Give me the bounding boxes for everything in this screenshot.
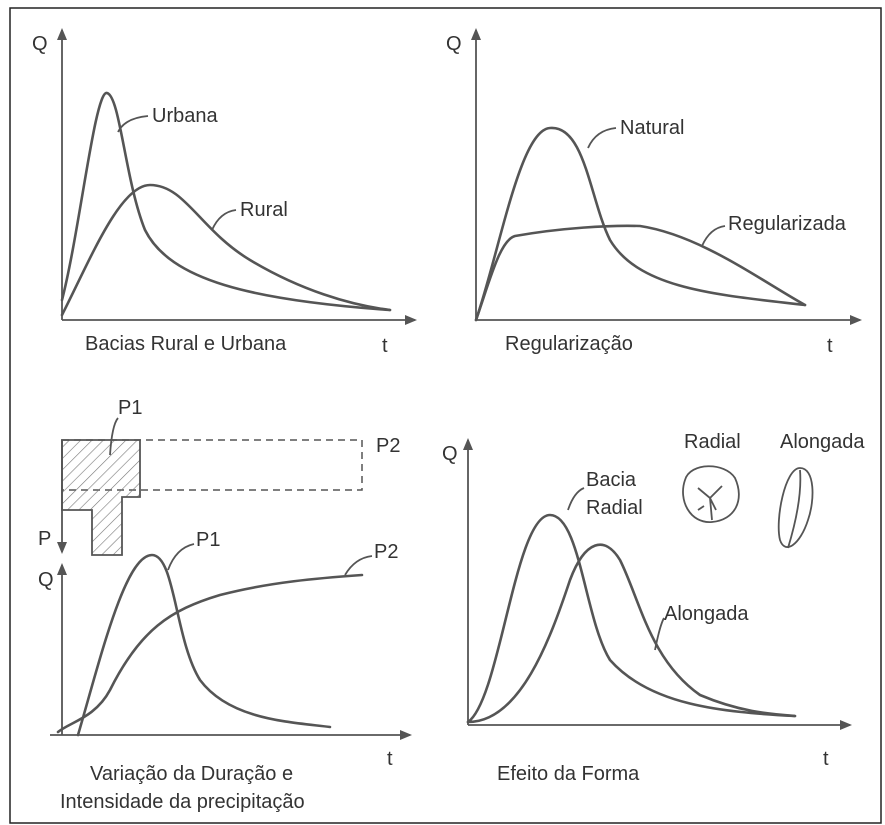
caption: Variação da Duração e xyxy=(90,763,293,785)
p-axis-label: P xyxy=(38,528,51,550)
x-axis-label: t xyxy=(823,748,829,770)
curve xyxy=(60,183,392,317)
elongated-network xyxy=(787,469,802,549)
x-axis-label: t xyxy=(382,335,388,357)
x-axis-label: t xyxy=(827,335,833,357)
curve xyxy=(474,224,807,322)
y-axis-label: Q xyxy=(32,33,48,55)
caption: Efeito da Forma xyxy=(497,763,640,785)
curve-label: Rural xyxy=(240,199,288,221)
y-axis-label: Q xyxy=(442,443,458,465)
curve-label: P2 xyxy=(374,541,398,563)
curve xyxy=(56,573,364,734)
hyetograph-p1 xyxy=(61,439,141,556)
leader xyxy=(587,127,617,149)
radial-basin xyxy=(682,465,740,523)
x-axis-label: t xyxy=(387,748,393,770)
curve xyxy=(466,513,797,724)
hyetograph-label: P1 xyxy=(118,397,142,419)
leader xyxy=(654,617,665,651)
curve-label: Radial xyxy=(586,497,643,519)
curve-label: Alongada xyxy=(664,603,749,625)
leader xyxy=(701,225,726,247)
leader xyxy=(211,209,237,231)
y-axis-label: Q xyxy=(446,33,462,55)
y-axis-label: Q xyxy=(38,569,54,591)
curve-label: Urbana xyxy=(152,105,218,127)
leader xyxy=(167,543,195,571)
panel-regularizacao: Q t Regularização Natural Regularizada xyxy=(446,28,862,357)
caption: Intensidade da precipitação xyxy=(60,791,305,813)
curve xyxy=(466,543,797,724)
frame xyxy=(9,7,882,824)
radial-network xyxy=(697,485,723,521)
curve-label: Natural xyxy=(620,117,684,139)
curve-label: P1 xyxy=(196,529,220,551)
curve-label: Bacia xyxy=(586,469,637,491)
shape-label: Alongada xyxy=(780,431,865,453)
hyetograph-label: P2 xyxy=(376,435,400,457)
panel-efeito-forma: Q t Efeito da Forma Bacia Radial Alongad… xyxy=(442,431,865,785)
leader xyxy=(344,555,373,576)
curve xyxy=(76,553,332,737)
panel-duracao-intensidade: P P1 P2 Q t Variação da Duração e Intens… xyxy=(38,397,412,813)
curve xyxy=(60,91,392,312)
elongated-basin xyxy=(777,467,814,548)
panel-rural-urbana: Q t Bacias Rural e Urbana Urbana Rural xyxy=(32,28,417,357)
leader xyxy=(567,487,585,511)
curve-label: Regularizada xyxy=(728,213,847,235)
caption: Regularização xyxy=(505,333,633,355)
leader xyxy=(117,115,149,133)
caption: Bacias Rural e Urbana xyxy=(85,333,287,355)
curve xyxy=(474,126,807,322)
shape-label: Radial xyxy=(684,431,741,453)
leader xyxy=(109,417,119,456)
